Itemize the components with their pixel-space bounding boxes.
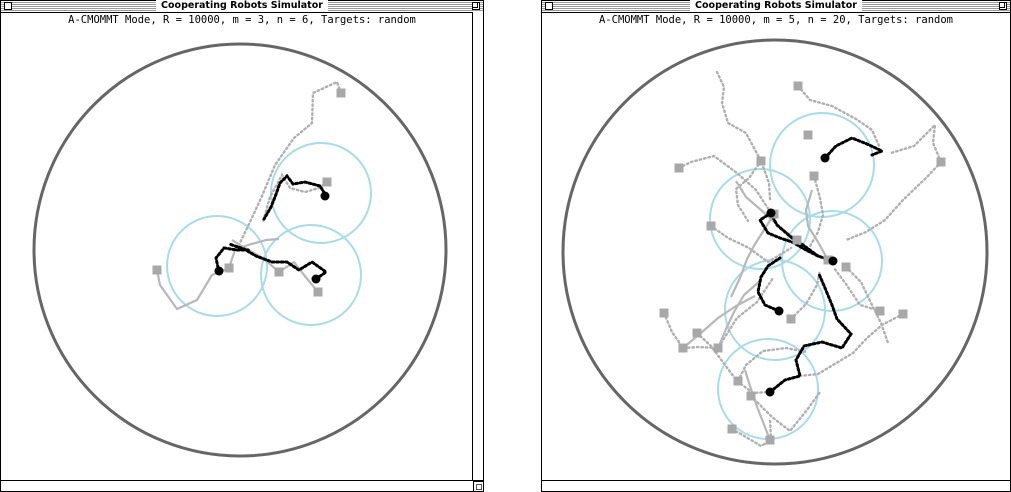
simulation-status-text: A-CMOMMT Mode, R = 10000, m = 3, n = 6, … bbox=[68, 14, 416, 26]
target-marker bbox=[765, 435, 775, 445]
target-marker bbox=[803, 130, 813, 140]
robot-trail bbox=[214, 246, 251, 274]
window-title: Cooperating Robots Simulator bbox=[690, 0, 862, 12]
scene-layer bbox=[152, 70, 946, 448]
target-trail bbox=[695, 331, 772, 395]
zoom-box[interactable] bbox=[999, 2, 1007, 10]
target-trail bbox=[677, 154, 773, 215]
zoom-box[interactable] bbox=[472, 2, 480, 10]
target-path bbox=[730, 213, 775, 298]
target-marker bbox=[674, 163, 684, 173]
target-trail bbox=[789, 268, 822, 321]
target-marker bbox=[678, 343, 688, 353]
target-marker bbox=[786, 314, 796, 324]
target-trail bbox=[889, 121, 943, 164]
robot-marker bbox=[765, 387, 775, 397]
target-path bbox=[227, 237, 280, 269]
arena-boundary bbox=[561, 38, 989, 466]
target-trail bbox=[709, 224, 793, 264]
target-trail bbox=[749, 390, 822, 433]
target-path bbox=[716, 280, 761, 349]
target-trail bbox=[715, 70, 772, 201]
horizontal-scrollbar[interactable] bbox=[1, 480, 483, 491]
robot-trail bbox=[768, 272, 853, 394]
arena-boundary bbox=[32, 42, 448, 458]
target-marker bbox=[152, 265, 162, 275]
target-marker bbox=[659, 308, 669, 318]
target-marker bbox=[936, 157, 946, 167]
target-trail bbox=[261, 172, 329, 224]
target-marker bbox=[898, 309, 908, 319]
resize-icon[interactable] bbox=[473, 481, 483, 491]
target-marker bbox=[792, 235, 802, 245]
target-marker bbox=[313, 287, 323, 297]
target-trail bbox=[844, 265, 890, 345]
robot-marker bbox=[828, 256, 838, 266]
sensor-range-circle bbox=[260, 224, 362, 326]
target-marker bbox=[746, 391, 756, 401]
target-marker bbox=[727, 424, 737, 434]
target-marker bbox=[841, 262, 851, 272]
robot-marker bbox=[311, 274, 321, 284]
target-marker bbox=[793, 81, 803, 91]
target-path bbox=[743, 369, 772, 441]
horizontal-scrollbar[interactable] bbox=[542, 480, 1010, 491]
sensor-range-circle bbox=[769, 112, 875, 218]
target-trail bbox=[796, 84, 882, 150]
target-path bbox=[682, 295, 756, 349]
target-marker bbox=[224, 263, 234, 273]
sensor-range-circle bbox=[270, 142, 372, 244]
target-trail bbox=[798, 312, 905, 378]
simulator-window-right: Cooperating Robots Simulator A-CMOMMT Mo… bbox=[541, 0, 1011, 492]
robot-trail bbox=[227, 242, 329, 281]
target-marker bbox=[809, 171, 819, 181]
target-path bbox=[155, 266, 230, 311]
robot-trail bbox=[768, 210, 820, 258]
target-path bbox=[804, 189, 829, 261]
target-marker bbox=[713, 343, 723, 353]
sensor-range-circle bbox=[166, 215, 268, 317]
robot-marker bbox=[766, 208, 776, 218]
target-trail bbox=[730, 418, 773, 448]
vertical-scrollbar[interactable] bbox=[472, 12, 483, 481]
target-trail bbox=[844, 160, 943, 242]
close-box[interactable] bbox=[4, 2, 12, 10]
sensor-range-circle bbox=[709, 168, 811, 270]
target-trail bbox=[662, 276, 775, 350]
robot-trail bbox=[262, 173, 329, 221]
title-bar[interactable]: Cooperating Robots Simulator bbox=[1, 0, 483, 13]
close-box[interactable] bbox=[545, 2, 553, 10]
target-trail bbox=[736, 346, 808, 383]
window-title: Cooperating Robots Simulator bbox=[156, 0, 328, 12]
robot-trail bbox=[756, 256, 782, 313]
target-marker bbox=[733, 376, 743, 386]
target-marker bbox=[706, 221, 716, 231]
robot-marker bbox=[820, 153, 830, 163]
target-marker bbox=[336, 88, 346, 98]
simulation-status-text: A-CMOMMT Mode, R = 10000, m = 5, n = 20,… bbox=[598, 14, 953, 26]
target-marker bbox=[322, 177, 332, 187]
target-marker bbox=[274, 267, 284, 277]
target-trail bbox=[734, 159, 763, 223]
target-trail bbox=[235, 80, 343, 251]
title-bar[interactable]: Cooperating Robots Simulator bbox=[542, 0, 1010, 13]
robot-marker bbox=[214, 266, 224, 276]
target-marker bbox=[875, 306, 885, 316]
simulator-window-left: Cooperating Robots Simulator A-CMOMMT Mo… bbox=[0, 0, 484, 492]
robot-marker bbox=[774, 306, 784, 316]
robot-trail bbox=[823, 136, 886, 160]
target-marker bbox=[756, 156, 766, 166]
target-marker bbox=[692, 328, 702, 338]
target-trail bbox=[832, 266, 882, 313]
target-marker bbox=[823, 255, 833, 265]
robot-marker bbox=[320, 191, 330, 201]
